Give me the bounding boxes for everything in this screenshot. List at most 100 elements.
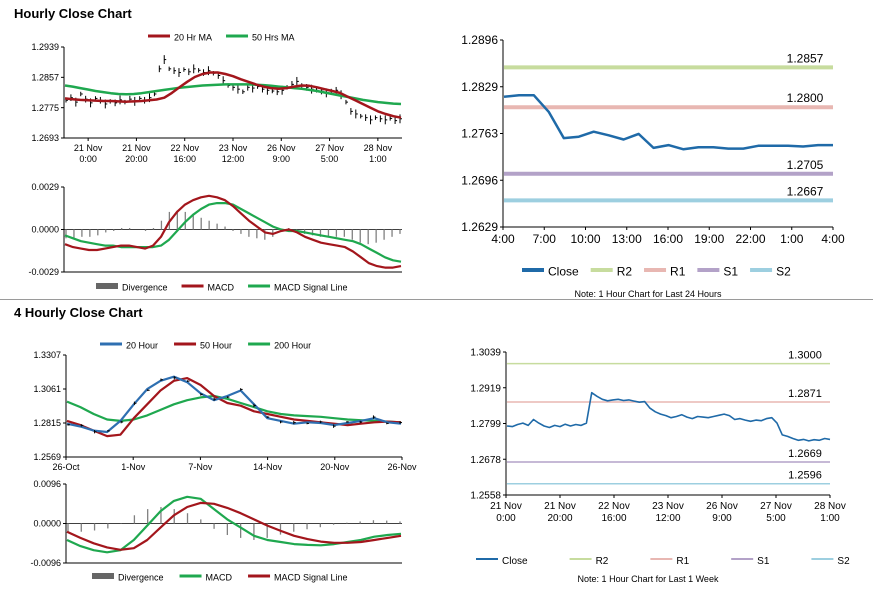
y-tick-label: 1.3039 (470, 348, 501, 359)
x-tick-label: 21 Nov (74, 143, 103, 153)
legend-label: MACD Signal Line (274, 283, 348, 293)
legend-label: 20 Hr MA (174, 33, 212, 43)
four-hourly-macd-chart: 0.0096 0.0000 -0.0096 Divergence MACD MACD Si… (30, 479, 402, 583)
close-line (506, 391, 831, 442)
x-tick-label: 21 Nov (122, 143, 151, 153)
x-tick-label: 9:00 (712, 513, 732, 524)
x-tick-label: 12:00 (222, 154, 245, 164)
ma20-line (64, 71, 402, 119)
y-tick-label: 1.2763 (461, 127, 498, 141)
x-tick-label: 0:00 (79, 154, 97, 164)
macd-line (66, 495, 402, 554)
x-tick-label: 16:00 (601, 513, 626, 524)
legend-label: 20 Hour (126, 341, 158, 351)
legend-label: Divergence (122, 283, 168, 293)
four-hourly-section-title: 4 Hourly Close Chart (14, 305, 143, 320)
x-tick-label: 1:00 (780, 232, 804, 246)
x-tick-label: 22 Nov (170, 143, 199, 153)
level-label-s1: 1.2669 (788, 448, 822, 460)
level-label-s2: 1.2596 (788, 470, 822, 482)
x-tick-label: 26 Nov (267, 143, 296, 153)
x-tick-label: 9:00 (273, 154, 291, 164)
x-tick-label: 28 Nov (814, 501, 846, 512)
x-tick-label: 16:00 (173, 154, 196, 164)
y-tick-label: 0.0000 (31, 225, 59, 235)
y-tick-label: 1.2696 (461, 173, 498, 187)
legend-label: R2 (617, 265, 633, 279)
x-tick-label: 4:00 (821, 232, 845, 246)
legend-swatch (92, 573, 114, 579)
y-tick-label: 1.2629 (461, 220, 498, 234)
x-tick-label: 13:00 (612, 232, 642, 246)
x-tick-label: 26 Nov (706, 501, 738, 512)
y-tick-label: 1.2829 (461, 80, 498, 94)
x-tick-label: 7-Nov (188, 462, 213, 472)
legend-label: 50 Hrs MA (252, 33, 295, 43)
level-label-r2: 1.3000 (788, 350, 822, 362)
x-tick-label: 21 Nov (490, 501, 522, 512)
x-tick-label: 26-Nov (387, 462, 417, 472)
x-tick-label: 20-Nov (320, 462, 350, 472)
legend-label: S1 (757, 556, 770, 567)
legend-label: S2 (837, 556, 850, 567)
x-tick-label: 1:00 (369, 154, 387, 164)
legend-label: S2 (776, 265, 791, 279)
x-tick-label: 26-Oct (52, 462, 80, 472)
x-tick-label: 28 Nov (364, 143, 393, 153)
x-tick-label: 21 Nov (544, 501, 576, 512)
y-tick-label: 1.2569 (33, 452, 61, 462)
x-tick-label: 20:00 (547, 513, 572, 524)
x-tick-label: 1-Nov (121, 462, 146, 472)
legend-label: 200 Hour (274, 341, 311, 351)
legend-label: Divergence (118, 573, 164, 583)
y-tick-label: 1.2678 (470, 455, 501, 466)
legend-label: 50 Hour (200, 341, 232, 351)
x-tick-label: 23 Nov (219, 143, 248, 153)
level-label-r2: 1.2857 (787, 51, 824, 65)
y-tick-label: 1.3307 (33, 350, 61, 360)
y-tick-label: 1.2815 (33, 418, 61, 428)
y-tick-label: -0.0096 (30, 558, 61, 568)
y-tick-label: 1.2857 (31, 72, 59, 82)
x-tick-label: 10:00 (570, 232, 600, 246)
x-tick-label: 5:00 (321, 154, 339, 164)
level-label-s2: 1.2667 (787, 184, 824, 198)
y-tick-label: 0.0000 (33, 519, 61, 529)
y-tick-label: 1.2558 (470, 491, 501, 502)
y-tick-label: 1.2919 (470, 383, 501, 394)
legend-label: R2 (596, 556, 609, 567)
y-tick-label: -0.0029 (28, 267, 59, 277)
y-tick-label: 1.2896 (461, 33, 498, 47)
legend-label: MACD (208, 283, 235, 293)
x-tick-label: 12:00 (655, 513, 680, 524)
chart-note: Note: 1 Hour Chart for Last 24 Hours (574, 289, 722, 299)
legend-label: Close (502, 556, 528, 567)
legend-label: R1 (676, 556, 689, 567)
hourly-macd-chart: 0.0029 0.0000 -0.0029 Divergence MACD MACD Si… (28, 182, 402, 293)
chart-note: Note: 1 Hour Chart for Last 1 Week (578, 574, 719, 584)
x-tick-label: 27 Nov (760, 501, 792, 512)
y-tick-label: 0.0096 (33, 479, 61, 489)
y-tick-label: 1.2939 (31, 42, 59, 52)
y-tick-label: 0.0029 (31, 182, 59, 192)
x-tick-label: 27 Nov (315, 143, 344, 153)
legend-label: MACD (206, 573, 233, 583)
ma50-line (66, 377, 402, 438)
level-label-r1: 1.2871 (788, 388, 822, 400)
legend-label: R1 (670, 265, 686, 279)
level-label-r1: 1.2800 (787, 91, 824, 105)
y-tick-label: 1.2775 (31, 103, 59, 113)
x-tick-label: 22 Nov (598, 501, 630, 512)
x-tick-label: 0:00 (496, 513, 516, 524)
hourly-section-title: Hourly Close Chart (14, 6, 132, 21)
close-line (503, 94, 833, 151)
y-tick-label: 1.3061 (33, 384, 61, 394)
x-tick-label: 19:00 (694, 232, 724, 246)
x-tick-label: 23 Nov (652, 501, 684, 512)
x-tick-label: 4:00 (491, 232, 515, 246)
macd-signal-line (64, 202, 402, 263)
